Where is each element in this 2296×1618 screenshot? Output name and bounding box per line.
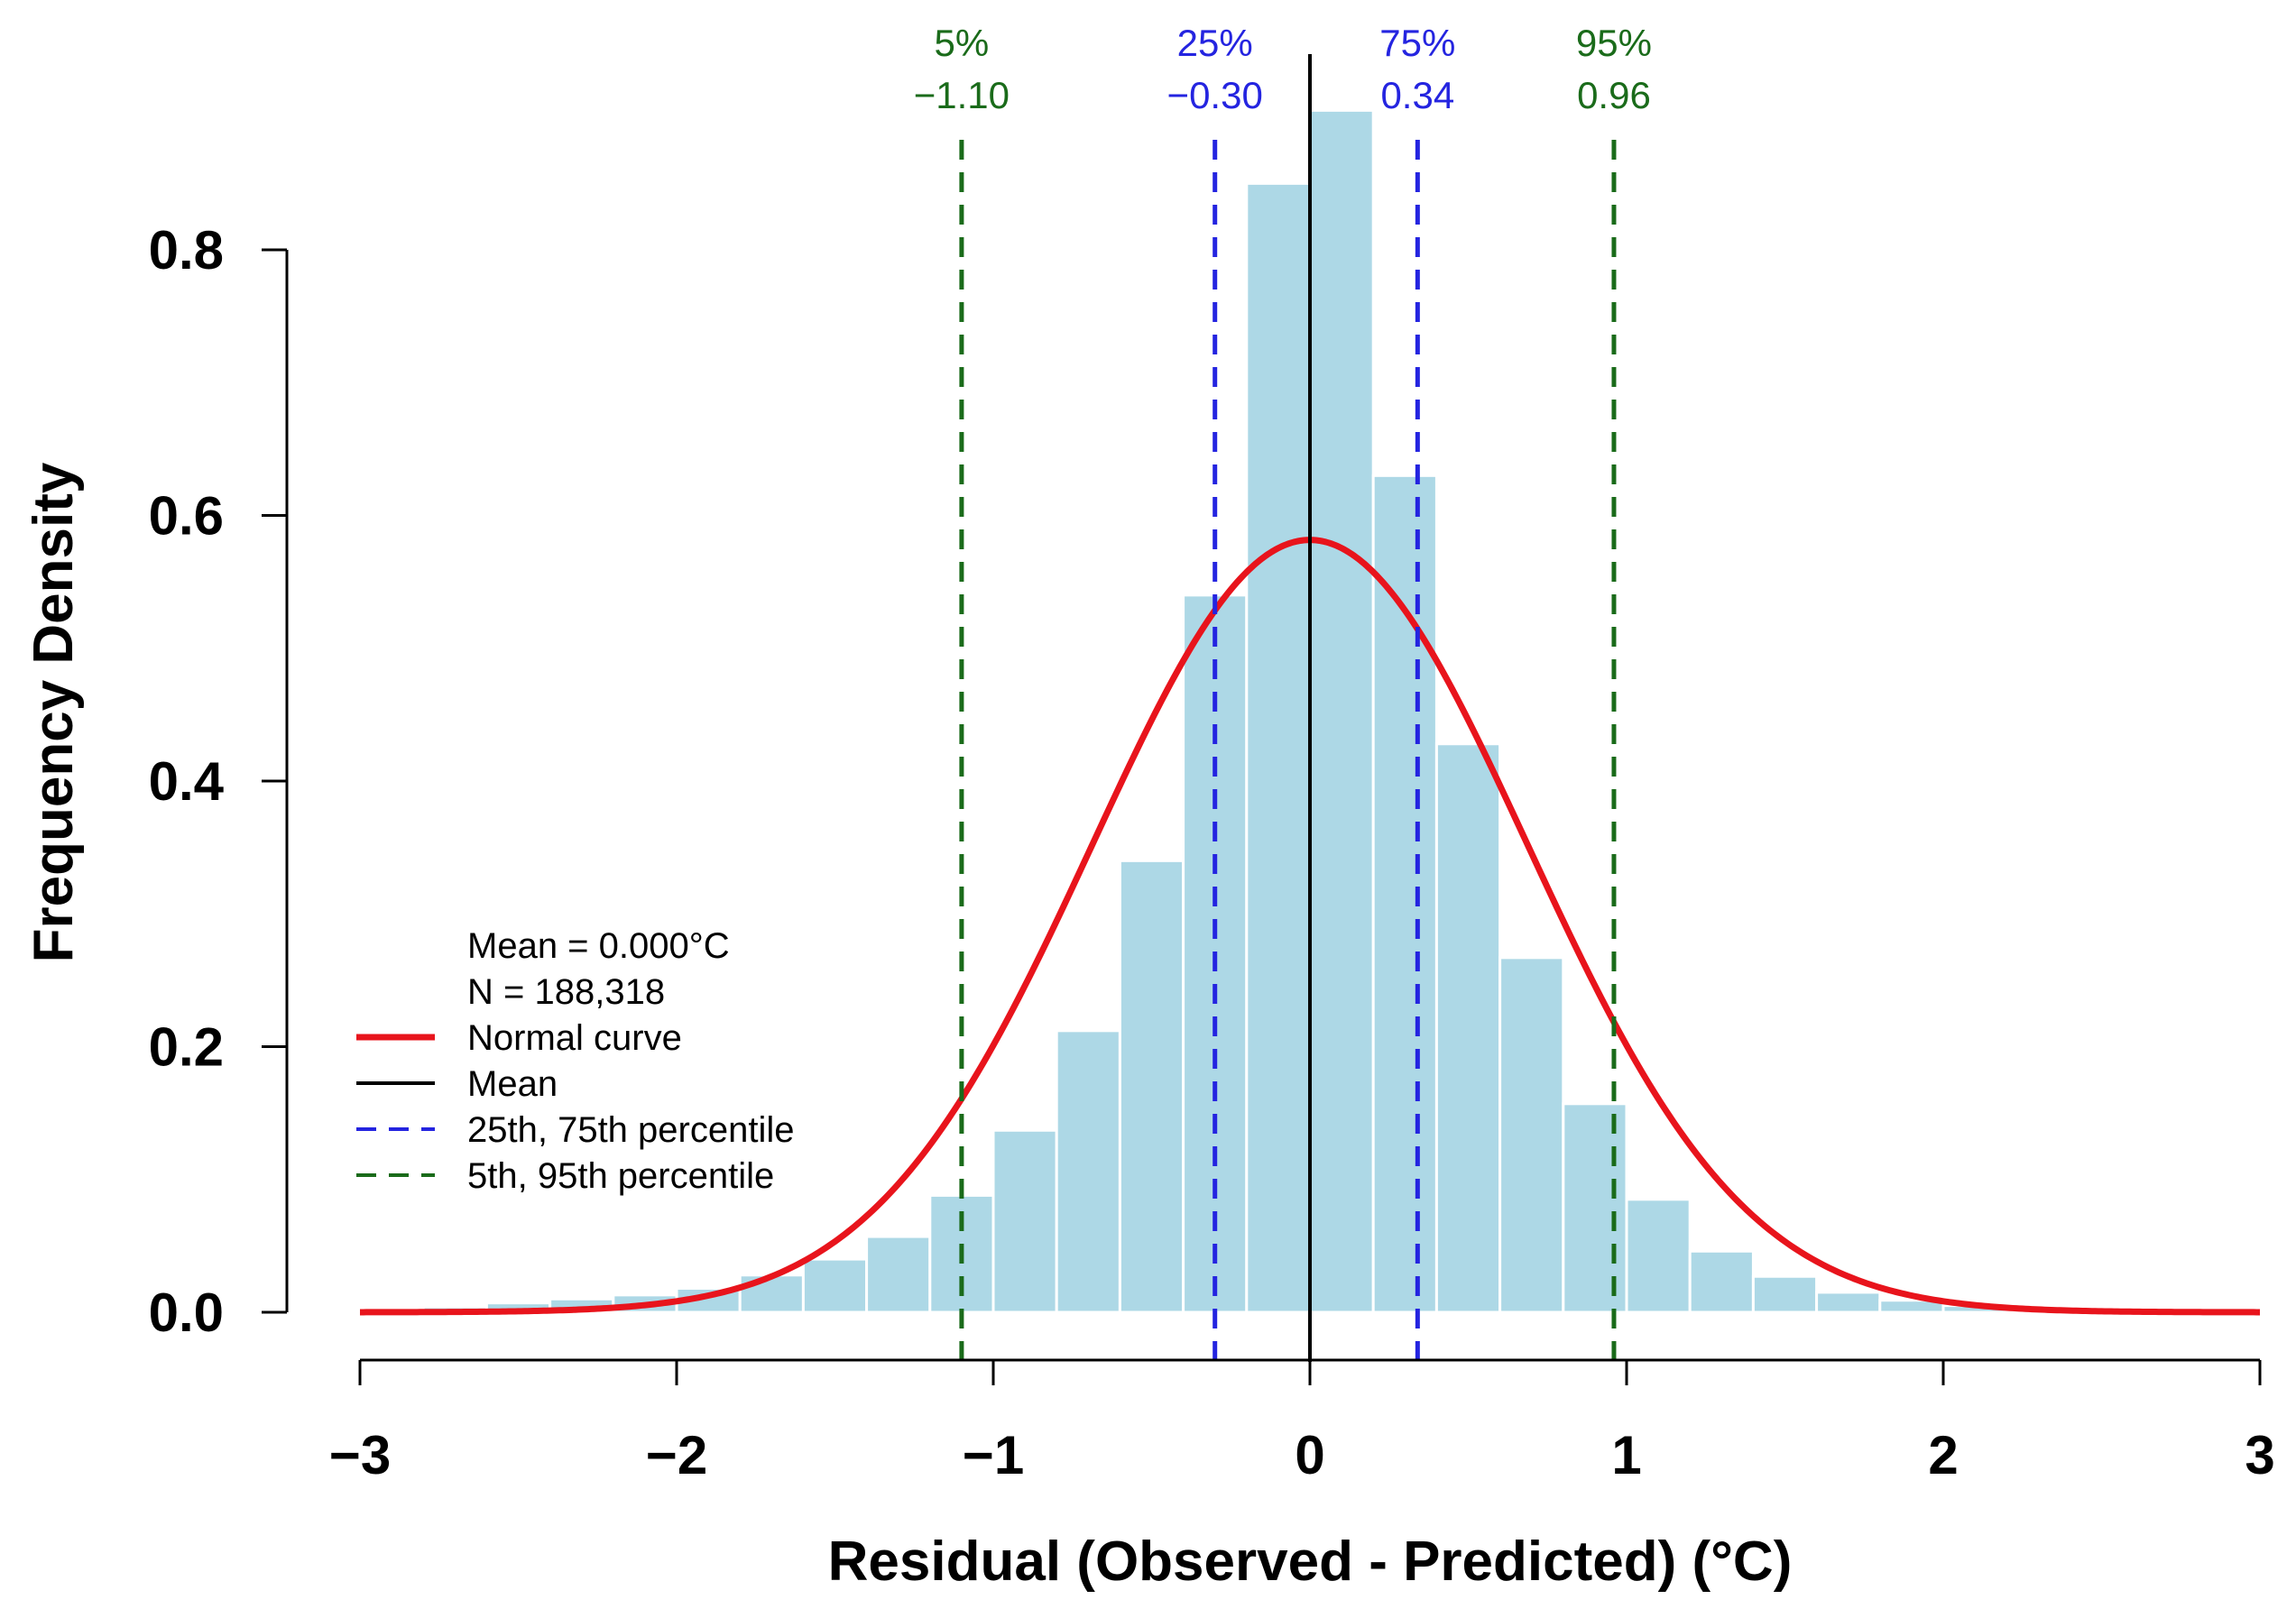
legend-stat-text: N = 188,318 [467,972,665,1012]
histogram-bar [1751,1274,1819,1314]
percentile-value-label: 0.34 [1380,74,1454,116]
histogram-bar [738,1273,805,1314]
histogram-bar [1308,108,1375,1314]
y-tick-label: 0.2 [149,1017,224,1078]
x-tick-label: 0 [1295,1425,1324,1485]
histogram-bar [801,1257,869,1314]
x-axis-title: Residual (Observed - Predicted) (°C) [828,1531,1793,1593]
percentile-value-label: −0.30 [1167,74,1263,116]
legend-stat-text: Mean = 0.000°C [467,926,730,966]
legend-entry-label: 25th, 75th percentile [467,1110,794,1150]
histogram-bar [1434,742,1502,1314]
percentile-label: 95% [1576,22,1652,64]
histogram-bar [1055,1029,1121,1314]
histogram-bars [295,108,2135,1314]
histogram-bar [1815,1291,1882,1314]
y-tick-label: 0.0 [149,1282,224,1343]
x-tick-label: 1 [1611,1425,1641,1485]
histogram-bar [1498,956,1565,1314]
percentile-label: 5% [935,22,990,64]
histogram-bar [295,1308,362,1314]
histogram-bar [865,1235,932,1314]
histogram-bar [1625,1198,1692,1314]
y-axis-title: Frequency Density [23,462,85,962]
x-tick-label: −2 [646,1425,707,1485]
histogram-bar [1688,1249,1755,1314]
histogram-bar [1245,181,1312,1314]
legend-entry-label: Mean [467,1064,558,1104]
y-tick-label: 0.4 [149,751,225,812]
percentile-value-label: 0.96 [1577,74,1651,116]
x-tick-label: −3 [329,1425,391,1485]
y-tick-label: 0.6 [149,486,224,547]
percentile-labels: 5% −1.10 25% −0.30 75% 0.34 95% 0.96 [914,22,1652,116]
x-tick-label: 3 [2245,1425,2274,1485]
percentile-label: 75% [1379,22,1455,64]
histogram-bar [1118,859,1185,1314]
x-axis: −3 −2 −1 0 1 2 3 [329,1358,2275,1485]
percentile-lines [959,140,1617,1362]
legend: Mean = 0.000°C N = 188,318 Normal curve Mea… [356,926,794,1196]
percentile-label: 25% [1177,22,1253,64]
histogram-bar [991,1128,1058,1314]
histogram-bar [1562,1102,1628,1314]
y-tick-label: 0.8 [149,220,224,280]
legend-entry-label: 5th, 95th percentile [467,1156,774,1196]
x-tick-label: 2 [1928,1425,1958,1485]
legend-entry-label: Normal curve [467,1018,682,1058]
percentile-value-label: −1.10 [914,74,1010,116]
y-axis: 0.0 0.2 0.4 0.6 0.8 [149,220,289,1343]
x-tick-label: −1 [963,1425,1024,1485]
histogram-bar [1371,473,1438,1314]
